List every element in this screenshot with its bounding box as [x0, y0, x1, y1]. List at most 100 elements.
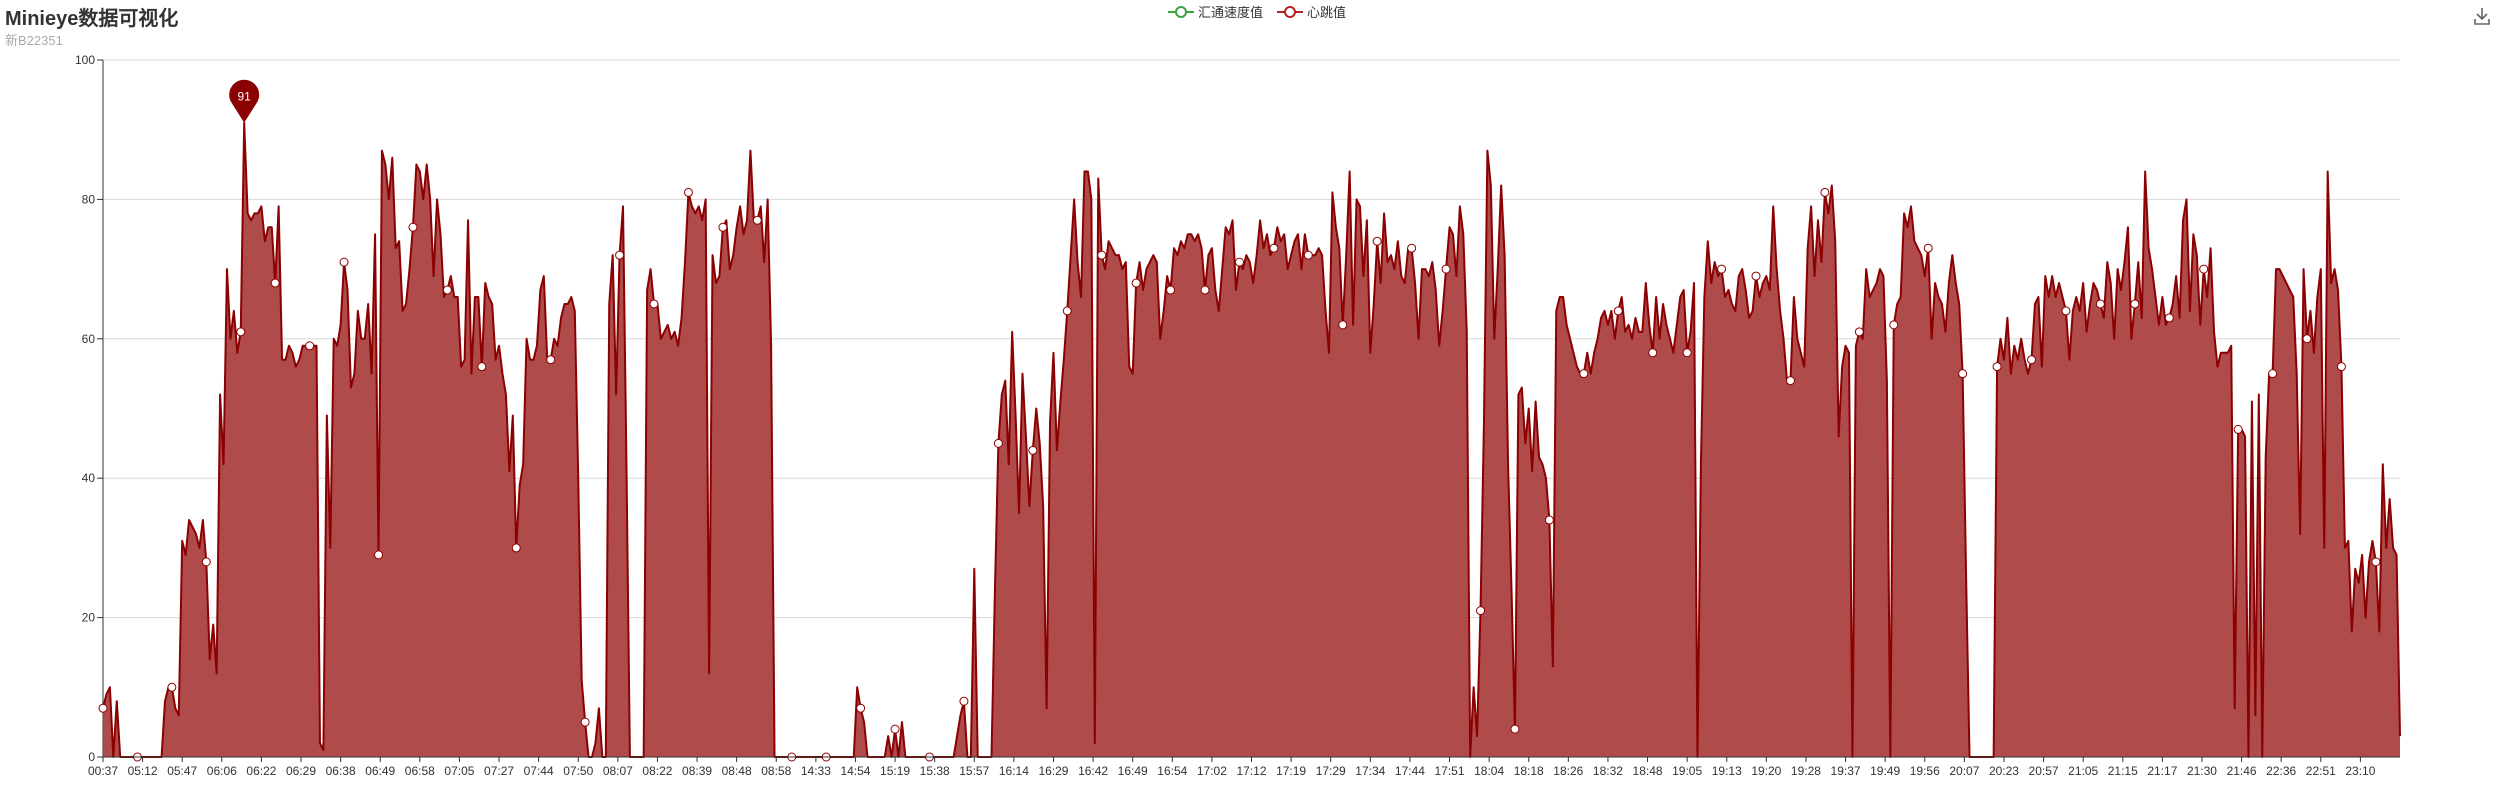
data-point [511, 543, 521, 553]
data-point [2199, 264, 2209, 274]
data-point [2061, 306, 2071, 316]
data-point [856, 703, 866, 713]
x-tick-label: 08:07 [603, 764, 633, 778]
x-tick-label: 18:18 [1514, 764, 1544, 778]
x-tick-label: 15:57 [959, 764, 989, 778]
y-tick-label: 80 [82, 192, 96, 206]
x-tick-label: 19:56 [1910, 764, 1940, 778]
legend-item-heartbeat[interactable]: 心跳值 [1277, 2, 1346, 21]
download-icon[interactable] [2472, 6, 2492, 26]
x-tick-label: 21:30 [2187, 764, 2217, 778]
x-tick-label: 19:13 [1712, 764, 1742, 778]
x-tick-label: 19:20 [1751, 764, 1781, 778]
legend-line-circle-icon [1168, 5, 1194, 18]
data-point [408, 222, 418, 232]
y-axis: 0 20 40 60 80 100 [75, 53, 104, 764]
x-tick-label: 15:19 [880, 764, 910, 778]
x-tick-label: 19:37 [1831, 764, 1861, 778]
x-tick-label: 06:38 [326, 764, 356, 778]
x-tick-label: 07:27 [484, 764, 514, 778]
x-tick-label: 16:14 [999, 764, 1029, 778]
x-tick-label: 06:58 [405, 764, 435, 778]
x-tick-label: 07:44 [524, 764, 554, 778]
data-point [546, 355, 556, 365]
x-tick-label: 07:50 [563, 764, 593, 778]
data-point [1234, 257, 1244, 267]
data-point [1303, 250, 1313, 260]
data-point [2371, 557, 2381, 567]
y-tick-label: 60 [82, 332, 96, 346]
max-marker: 91 [229, 79, 260, 123]
data-point [305, 341, 315, 351]
data-point [683, 187, 693, 197]
data-point [993, 438, 1003, 448]
x-tick-label: 16:54 [1157, 764, 1187, 778]
x-tick-label: 17:12 [1236, 764, 1266, 778]
data-point [1958, 369, 1968, 379]
data-point [2164, 313, 2174, 323]
data-point [1820, 187, 1830, 197]
chart-subtitle: 新B22351 [5, 33, 63, 48]
x-tick-label: 06:06 [207, 764, 237, 778]
data-point [1923, 243, 1933, 253]
data-point [1166, 285, 1176, 295]
data-point [1682, 348, 1692, 358]
data-point [270, 278, 280, 288]
x-tick-label: 22:36 [2266, 764, 2296, 778]
data-point [1200, 285, 1210, 295]
x-tick-label: 18:48 [1633, 764, 1663, 778]
data-point [1751, 271, 1761, 281]
x-tick-label: 22:51 [2306, 764, 2336, 778]
x-axis: 00:37 05:12 05:47 06:06 06:22 06:29 06:38 06:49… [88, 756, 2400, 778]
x-tick-label: 18:26 [1553, 764, 1583, 778]
x-tick-label: 17:34 [1355, 764, 1385, 778]
data-point [167, 682, 177, 692]
max-pin-icon [229, 79, 260, 123]
x-tick-label: 18:32 [1593, 764, 1623, 778]
data-point [2027, 355, 2037, 365]
data-point [339, 257, 349, 267]
x-tick-label: 06:49 [365, 764, 395, 778]
data-point [959, 696, 969, 706]
data-point [1992, 362, 2002, 372]
x-tick-label: 17:44 [1395, 764, 1425, 778]
legend-line-circle-icon [1277, 5, 1304, 18]
data-point [2302, 334, 2312, 344]
x-tick-label: 08:39 [682, 764, 712, 778]
data-point [718, 222, 728, 232]
x-tick-label: 15:38 [920, 764, 950, 778]
data-point [1717, 264, 1727, 274]
data-point [1785, 376, 1795, 386]
chart-title: Minieye数据可视化 [5, 8, 179, 30]
x-tick-label: 00:37 [88, 764, 118, 778]
x-tick-label: 20:23 [1989, 764, 2019, 778]
y-tick-label: 100 [75, 53, 95, 67]
x-tick-label: 08:48 [722, 764, 752, 778]
data-point [1579, 369, 1589, 379]
data-point [1441, 264, 1451, 274]
data-point [201, 557, 211, 567]
x-tick-label: 17:19 [1276, 764, 1306, 778]
x-tick-label: 19:49 [1870, 764, 1900, 778]
data-point [1544, 515, 1554, 525]
data-point [236, 327, 246, 337]
legend: 汇通速度值 心跳值 [1168, 2, 1346, 21]
x-tick-label: 21:17 [2147, 764, 2177, 778]
data-point [1510, 724, 1520, 734]
data-point [1097, 250, 1107, 260]
x-tick-label: 14:54 [840, 764, 870, 778]
data-point [477, 362, 487, 372]
data-point [1062, 306, 1072, 316]
x-tick-label: 19:05 [1672, 764, 1702, 778]
legend-item-speed[interactable]: 汇通速度值 [1168, 2, 1263, 21]
legend-label-heartbeat: 心跳值 [1307, 5, 1347, 20]
x-tick-label: 06:22 [246, 764, 276, 778]
x-tick-label: 21:46 [2227, 764, 2257, 778]
data-point [2336, 362, 2346, 372]
y-tick-label: 40 [82, 471, 96, 485]
data-point [1889, 320, 1899, 330]
data-point [98, 703, 108, 713]
heartbeat-area [103, 122, 2400, 758]
data-point [1269, 243, 1279, 253]
